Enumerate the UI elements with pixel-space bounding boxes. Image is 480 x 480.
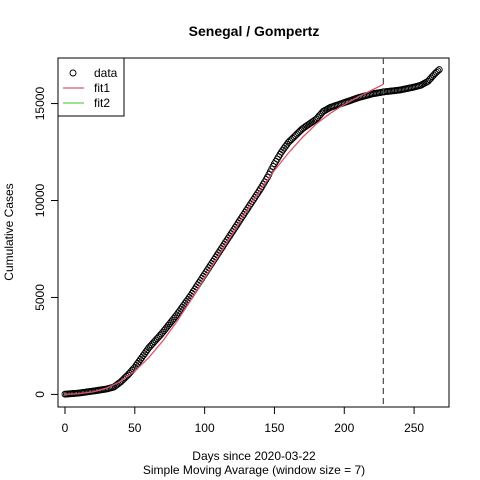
data-point (435, 66, 443, 74)
x-tick-label: 100 (195, 421, 215, 435)
y-axis-label: Cumulative Cases (2, 183, 16, 280)
x-tick-label: 0 (62, 421, 69, 435)
y-tick-label: 15000 (33, 87, 47, 121)
chart-title: Senegal / Gompertz (189, 23, 320, 39)
legend-marker-data (69, 69, 77, 77)
data-point (434, 67, 442, 75)
x-tick-label: 150 (264, 421, 284, 435)
x-tick-label: 200 (334, 421, 354, 435)
x-axis-label: Days since 2020-03-22 (192, 449, 316, 463)
x-tick-label: 50 (128, 421, 142, 435)
x-tick-label: 250 (404, 421, 424, 435)
fit1-line (64, 83, 384, 396)
x-axis-sublabel: Simple Moving Avarage (window size = 7) (143, 463, 365, 477)
legend-label-fit1: fit1 (94, 81, 110, 95)
y-tick-label: 0 (33, 391, 47, 398)
y-tick-label: 10000 (33, 184, 47, 218)
legend-label-fit2: fit2 (94, 96, 110, 110)
legend-label-data: data (94, 66, 118, 80)
legend-box (57, 57, 125, 117)
plot-area: 0 50 100 150 200 250 0 5000 10000 15000 datafit1fi… (33, 57, 450, 435)
y-tick-label: 5000 (33, 284, 47, 311)
